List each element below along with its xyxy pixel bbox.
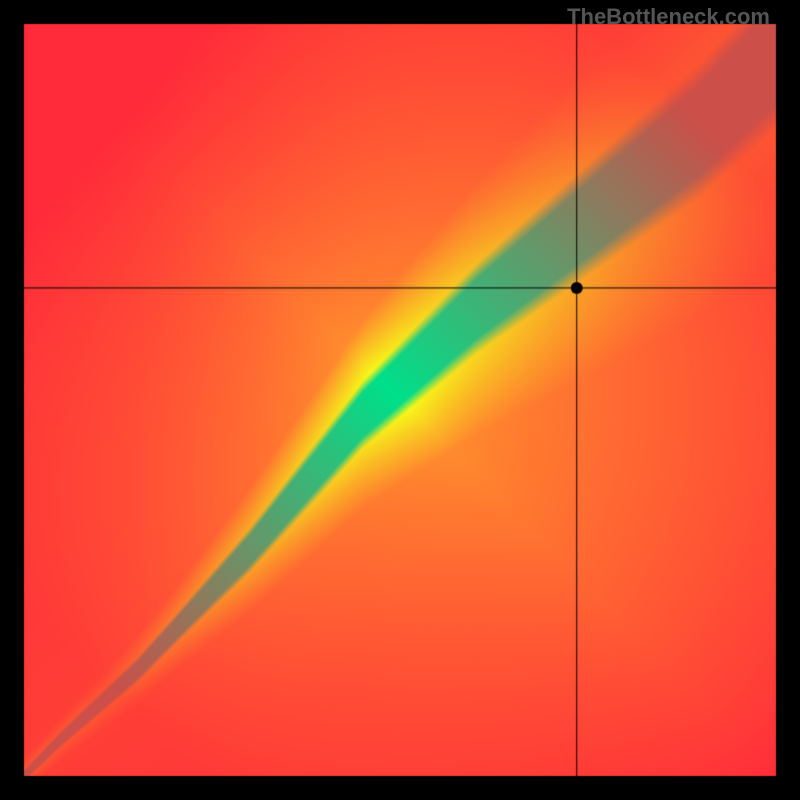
- bottleneck-heatmap: [0, 0, 800, 800]
- watermark-text: TheBottleneck.com: [567, 4, 770, 30]
- chart-container: TheBottleneck.com: [0, 0, 800, 800]
